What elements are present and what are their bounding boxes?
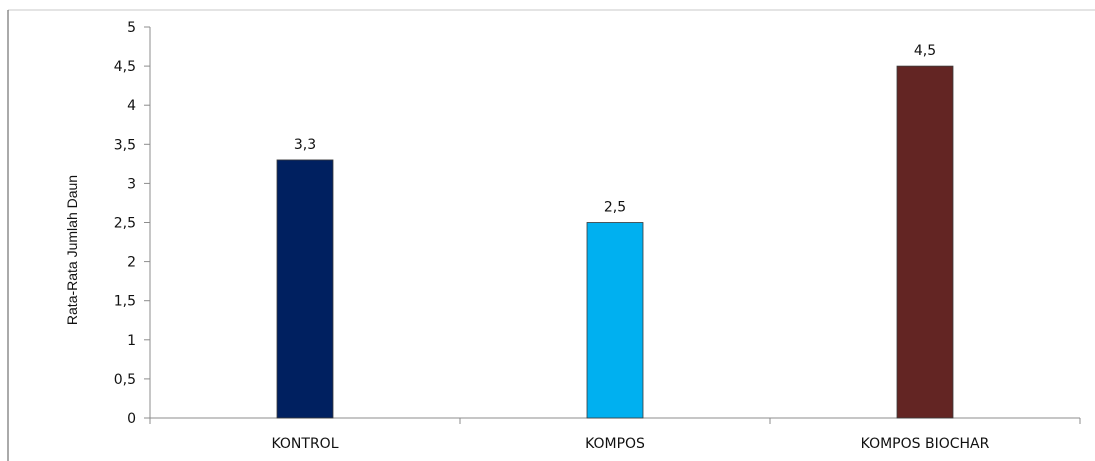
y-axis: 0 0,5 1 1,5 2 2,5 3 3,5 4 4,5 5 [114, 20, 151, 427]
bar-kontrol [276, 159, 334, 419]
y-tick-label: 2,5 [114, 216, 136, 232]
y-tick-label: 4 [127, 98, 136, 114]
data-label: 2,5 [604, 200, 626, 216]
bar-kompos-biochar [896, 65, 954, 419]
y-tick-label: 3 [127, 176, 136, 192]
data-label-group: 3,3 2,5 4,5 [294, 43, 936, 215]
y-tick-label: 0,5 [114, 372, 136, 388]
bar-kompos [586, 222, 644, 419]
y-axis-title: Rata-Rata Jumlah Daun [64, 175, 80, 325]
data-label: 4,5 [914, 43, 936, 59]
x-axis: KONTROL KOMPOS KOMPOS BIOCHAR [149, 417, 1081, 452]
y-tick-label: 2 [127, 255, 136, 271]
y-tick-label: 1 [127, 333, 136, 349]
data-label: 3,3 [294, 137, 316, 153]
bar-group [276, 65, 954, 419]
y-tick-label: 0 [127, 411, 136, 427]
x-category-label: KONTROL [271, 436, 338, 452]
y-tick-label: 3,5 [114, 137, 136, 153]
y-tick-label: 5 [127, 20, 136, 36]
y-tick-label: 1,5 [114, 294, 136, 310]
x-category-label: KOMPOS [585, 436, 645, 452]
y-tick-label: 4,5 [114, 59, 136, 75]
x-category-label: KOMPOS BIOCHAR [861, 436, 990, 452]
